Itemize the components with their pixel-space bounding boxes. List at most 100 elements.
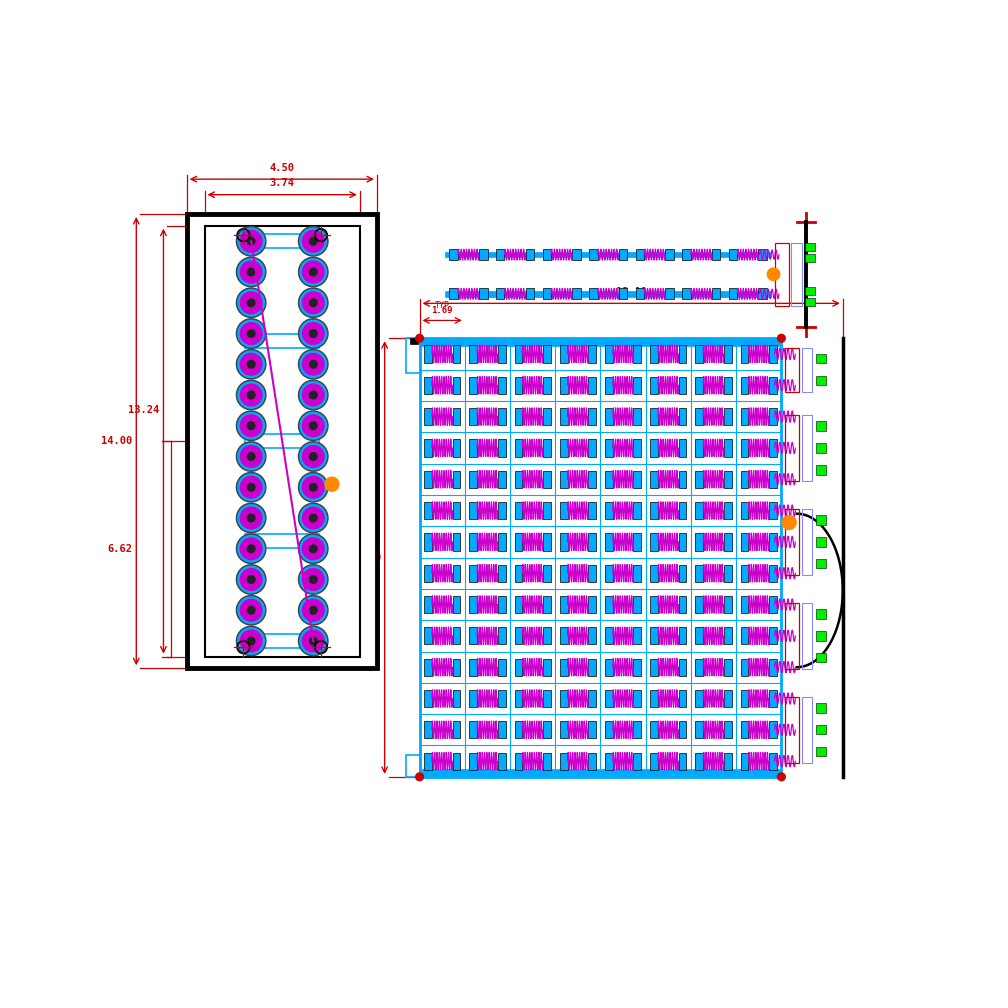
Bar [559,439,568,457]
Circle shape [238,597,264,623]
Bar [514,658,522,675]
Bar [633,377,641,394]
Circle shape [240,507,262,529]
Bar [605,753,613,770]
Bar [769,471,777,488]
Circle shape [302,415,325,436]
Bar [633,533,641,550]
Circle shape [325,477,339,491]
Circle shape [298,227,328,256]
Bar [453,533,461,550]
Bar [470,753,477,770]
Bar [424,658,431,675]
Circle shape [298,442,328,472]
Circle shape [300,474,327,500]
Circle shape [237,350,266,379]
Circle shape [298,411,328,440]
Bar [729,288,737,299]
Bar [678,502,686,519]
Circle shape [309,453,318,461]
Bar [543,439,550,457]
Bar [479,288,488,299]
Bar [605,408,613,425]
Bar [589,439,596,457]
Bar [543,689,550,708]
Bar [605,533,613,550]
Bar [815,444,827,453]
Circle shape [247,238,255,245]
Circle shape [300,259,327,285]
Circle shape [298,473,328,502]
Bar [633,689,641,708]
Bar [424,721,431,739]
Bar [589,533,596,550]
Bar [453,346,461,363]
Bar [605,721,613,739]
Bar [741,502,748,519]
Bar [696,502,704,519]
Circle shape [302,323,325,345]
Bar [470,627,477,644]
Bar [543,502,550,519]
Circle shape [298,534,328,563]
Bar [405,755,419,777]
Bar [815,559,827,569]
Bar [785,348,799,391]
Bar [633,439,641,457]
Circle shape [240,292,262,313]
Bar [724,439,732,457]
Bar [741,346,748,363]
Bar [678,377,686,394]
Bar [514,471,522,488]
Bar [453,658,461,675]
Bar [453,408,461,425]
Bar [453,564,461,582]
Bar [559,596,568,613]
Circle shape [238,474,264,500]
Bar [498,408,505,425]
Bar [470,564,477,582]
Bar [650,627,658,644]
Bar [769,627,777,644]
Circle shape [240,446,262,468]
Circle shape [298,564,328,595]
Circle shape [247,361,255,368]
Circle shape [300,597,327,623]
Circle shape [240,354,262,375]
Bar [801,603,812,668]
Bar [453,471,461,488]
Bar [470,346,477,363]
Bar [741,753,748,770]
Bar [665,249,674,260]
Bar [446,291,771,296]
Bar [696,564,704,582]
Bar [307,232,320,650]
Bar [636,288,644,299]
Circle shape [247,484,255,491]
Bar [785,697,799,763]
Bar [678,533,686,550]
Bar [470,533,477,550]
Circle shape [238,444,264,470]
Bar [424,439,431,457]
Bar [678,627,686,644]
Bar [559,753,568,770]
Bar [542,288,551,299]
Circle shape [302,507,325,529]
Circle shape [415,335,423,342]
Bar [424,533,431,550]
Bar [470,721,477,739]
Text: 12.50: 12.50 [350,552,381,562]
Bar [589,753,596,770]
Circle shape [237,626,266,656]
Bar [785,509,799,575]
Circle shape [247,391,255,399]
Bar [769,753,777,770]
Circle shape [247,299,255,306]
Bar [815,747,827,756]
Bar [589,627,596,644]
Bar [815,515,827,524]
Circle shape [240,231,262,252]
Bar [769,721,777,739]
Bar [514,721,522,739]
